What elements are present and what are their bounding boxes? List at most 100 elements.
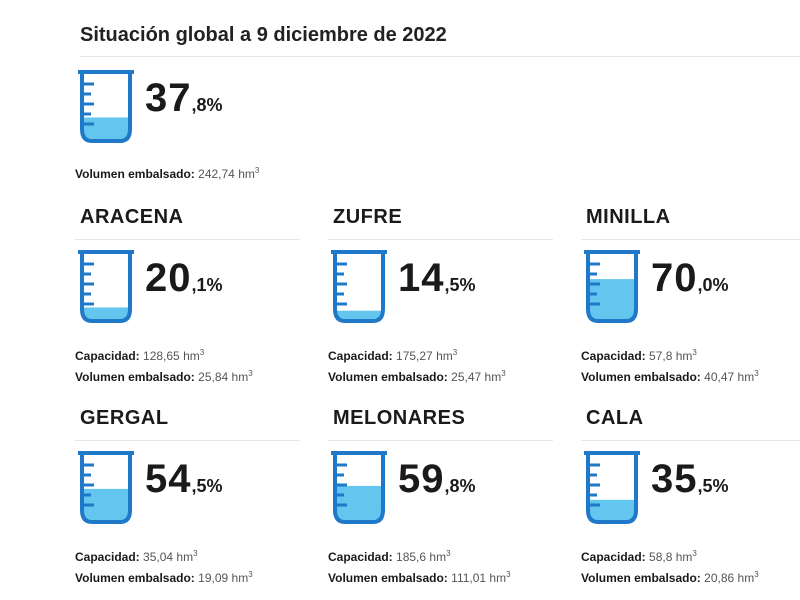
- percentage-sign: %: [712, 275, 729, 295]
- volume-label: Volumen embalsado:: [328, 370, 448, 384]
- unit-exponent: 3: [501, 369, 506, 378]
- reservoir-name: ZUFRE: [333, 206, 403, 228]
- name-divider: [328, 440, 553, 441]
- volume-value: 242,74: [198, 167, 235, 181]
- beaker-icon: [331, 250, 387, 323]
- unit: hm: [183, 349, 200, 363]
- unit: hm: [484, 370, 502, 384]
- reservoir-percentage: 20,1%: [145, 256, 223, 301]
- percentage-integer: 35: [651, 457, 698, 501]
- unit-exponent: 3: [446, 549, 451, 558]
- unit-exponent: 3: [754, 570, 759, 579]
- volume-label: Volumen embalsado:: [328, 571, 448, 585]
- percentage-decimal: ,5: [697, 476, 713, 496]
- percentage-sign: %: [206, 95, 223, 115]
- capacity-line: Capacidad: 35,04 hm3: [75, 545, 253, 566]
- volume-line: Volumen embalsado: 25,47 hm3: [328, 365, 506, 386]
- volume-value: 20,86: [704, 571, 735, 585]
- beaker-outline: [78, 451, 134, 524]
- reservoir-name: CALA: [586, 407, 644, 429]
- volume-label: Volumen embalsado:: [581, 571, 701, 585]
- reservoir-name: MINILLA: [586, 206, 671, 228]
- volume-label: Volumen embalsado:: [75, 167, 195, 181]
- capacity-line: Capacidad: 128,65 hm3: [75, 344, 253, 365]
- volume-value: 25,47: [451, 370, 482, 384]
- beaker-icon: [78, 451, 134, 524]
- reservoir-percentage: 14,5%: [398, 256, 476, 301]
- unit: hm: [489, 571, 507, 585]
- percentage-integer: 14: [398, 256, 445, 300]
- beaker-outline: [78, 70, 134, 143]
- capacity-label: Capacidad:: [328, 550, 393, 564]
- capacity-label: Capacidad:: [581, 349, 646, 363]
- beaker-outline: [78, 250, 134, 323]
- percentage-decimal: ,0: [697, 275, 713, 295]
- water-fill: [588, 499, 636, 520]
- reservoir-info: Capacidad: 58,8 hm3 Volumen embalsado: 2…: [581, 545, 759, 587]
- water-fill: [335, 310, 383, 319]
- percentage-decimal: ,1: [191, 275, 207, 295]
- percentage-integer: 37: [145, 76, 192, 120]
- percentage-sign: %: [206, 275, 223, 295]
- capacity-line: Capacidad: 58,8 hm3: [581, 545, 759, 566]
- volume-line: Volumen embalsado: 19,09 hm3: [75, 566, 253, 587]
- percentage-decimal: ,8: [444, 476, 460, 496]
- unit: hm: [429, 550, 447, 564]
- percentage-sign: %: [206, 476, 223, 496]
- volume-line: Volumen embalsado: 20,86 hm3: [581, 566, 759, 587]
- unit-exponent: 3: [193, 549, 198, 558]
- unit: hm: [436, 349, 453, 363]
- unit-exponent: 3: [248, 369, 253, 378]
- capacity-label: Capacidad:: [75, 349, 140, 363]
- unit-exponent: 3: [506, 570, 511, 579]
- title-divider: [80, 56, 800, 57]
- volume-line: Volumen embalsado: 25,84 hm3: [75, 365, 253, 386]
- beaker-outline: [584, 250, 640, 323]
- volume-line: Volumen embalsado: 40,47 hm3: [581, 365, 759, 386]
- unit: hm: [176, 550, 194, 564]
- global-percentage: 37,8%: [145, 76, 223, 121]
- reservoir-info: Capacidad: 35,04 hm3 Volumen embalsado: …: [75, 545, 253, 587]
- beaker-icon: [584, 250, 640, 323]
- beaker-outline: [584, 451, 640, 524]
- name-divider: [75, 239, 300, 240]
- water-fill: [82, 307, 130, 319]
- volume-label: Volumen embalsado:: [75, 571, 195, 585]
- unit-exponent: 3: [452, 348, 458, 357]
- capacity-label: Capacidad:: [581, 550, 646, 564]
- beaker-outline: [331, 250, 387, 323]
- unit: hm: [675, 550, 693, 564]
- capacity-value: 185,6: [396, 550, 427, 564]
- capacity-value: 128,65: [143, 349, 180, 363]
- unit: hm: [737, 571, 755, 585]
- unit-exponent: 3: [199, 348, 205, 357]
- unit: hm: [675, 349, 693, 363]
- percentage-decimal: ,5: [191, 476, 207, 496]
- volume-value: 25,84: [198, 370, 229, 384]
- unit: hm: [737, 370, 755, 384]
- page-title: Situación global a 9 diciembre de 2022: [80, 24, 447, 46]
- unit-exponent: 3: [692, 549, 697, 558]
- volume-line: Volumen embalsado: 111,01 hm3: [328, 566, 511, 587]
- reservoir-percentage: 70,0%: [651, 256, 729, 301]
- reservoir-name: GERGAL: [80, 407, 169, 429]
- beaker-icon: [584, 451, 640, 524]
- volume-label: Volumen embalsado:: [75, 370, 195, 384]
- capacity-value: 175,27: [396, 349, 433, 363]
- unit: hm: [238, 167, 255, 181]
- unit-exponent: 3: [254, 166, 260, 175]
- percentage-sign: %: [459, 476, 476, 496]
- beaker-icon: [331, 451, 387, 524]
- percentage-integer: 70: [651, 256, 698, 300]
- capacity-value: 35,04: [143, 550, 174, 564]
- percentage-sign: %: [459, 275, 476, 295]
- name-divider: [328, 239, 553, 240]
- capacity-value: 57,8: [649, 349, 673, 363]
- water-fill: [588, 279, 636, 319]
- beaker-icon: [78, 70, 134, 143]
- reservoir-percentage: 35,5%: [651, 457, 729, 502]
- reservoir-info: Capacidad: 175,27 hm3 Volumen embalsado:…: [328, 344, 506, 386]
- percentage-integer: 59: [398, 457, 445, 501]
- percentage-integer: 54: [145, 457, 192, 501]
- volume-value: 40,47: [704, 370, 735, 384]
